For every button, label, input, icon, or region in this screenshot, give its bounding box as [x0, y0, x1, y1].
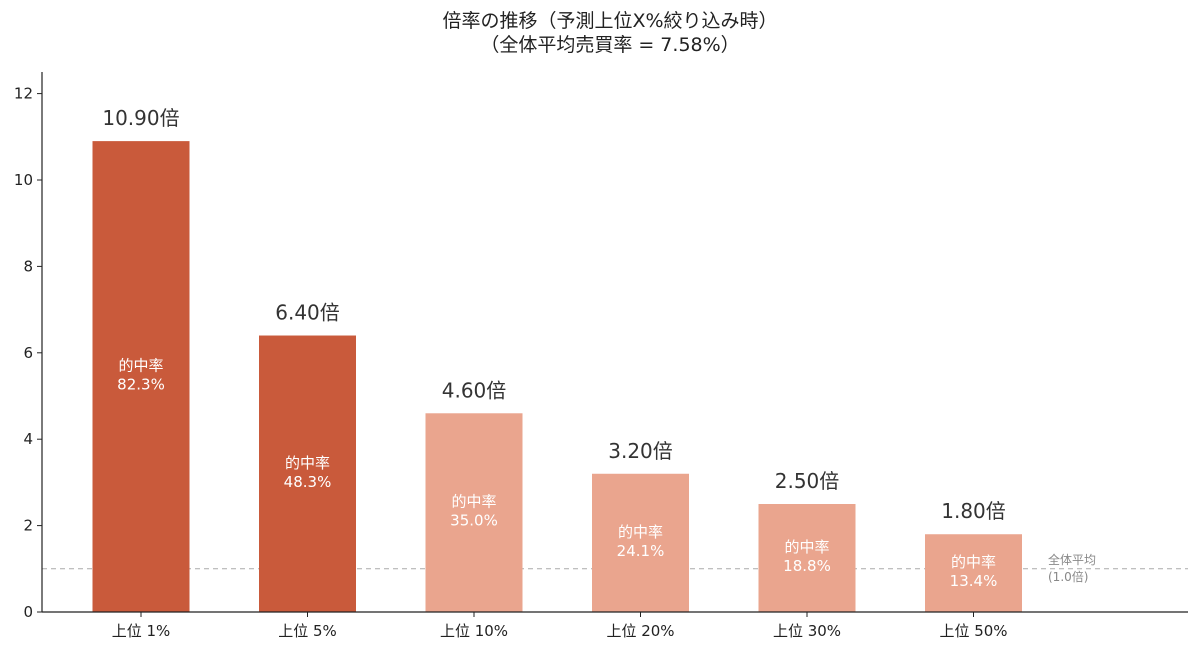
bar-hit-rate-value: 18.8%	[783, 557, 831, 575]
y-tick-label: 8	[23, 257, 33, 275]
bar-value-label: 6.40倍	[275, 301, 340, 325]
bar-hit-rate-value: 35.0%	[450, 512, 498, 530]
bar-value-label: 4.60倍	[442, 378, 507, 402]
bar-hit-rate-title: 的中率	[784, 538, 829, 556]
bar-hit-rate-title: 的中率	[118, 357, 163, 375]
bar-hit-rate-value: 13.4%	[950, 572, 998, 590]
y-tick-label: 4	[23, 430, 33, 448]
chart-title: 倍率の推移（予測上位X%絞り込み時）	[442, 10, 777, 32]
reference-line-label: 全体平均	[1048, 552, 1096, 567]
bar-hit-rate-value: 48.3%	[284, 473, 332, 491]
bar	[925, 534, 1022, 612]
y-tick-label: 12	[14, 85, 33, 103]
reference-line-value-label: (1.0倍)	[1048, 569, 1088, 584]
y-tick-label: 10	[14, 171, 33, 189]
bar-hit-rate-title: 的中率	[951, 553, 996, 571]
bar	[758, 504, 856, 612]
bar-value-label: 1.80倍	[941, 499, 1006, 523]
bars-group	[92, 141, 1022, 612]
bar	[425, 413, 523, 612]
x-tick-label: 上位 20%	[606, 622, 674, 640]
bar	[592, 473, 689, 612]
x-tick-label: 上位 10%	[440, 622, 508, 640]
bar-hit-rate-title: 的中率	[451, 493, 496, 511]
bar-hit-rate-title: 的中率	[618, 523, 663, 541]
x-tick-label: 上位 50%	[939, 622, 1007, 640]
y-tick-label: 6	[23, 344, 33, 362]
x-tick-label: 上位 5%	[278, 622, 337, 640]
bar	[259, 335, 356, 612]
y-tick-label: 0	[23, 603, 33, 621]
bar-hit-rate-value: 24.1%	[617, 542, 665, 560]
axes-group: 0 2 4 6 8 10 12	[14, 72, 1188, 621]
bar-value-label: 3.20倍	[608, 439, 673, 463]
bar-value-label: 2.50倍	[775, 469, 840, 493]
bar	[92, 141, 190, 612]
bar-hit-rate-title: 的中率	[285, 454, 330, 472]
y-tick-label: 2	[23, 517, 33, 535]
x-tick-label: 上位 1%	[112, 622, 171, 640]
chart-subtitle: （全体平均売買率 = 7.58%）	[480, 34, 739, 56]
x-tick-label: 上位 30%	[773, 622, 841, 640]
bar-hit-rate-value: 82.3%	[117, 376, 165, 394]
bar-value-label: 10.90倍	[102, 106, 179, 130]
